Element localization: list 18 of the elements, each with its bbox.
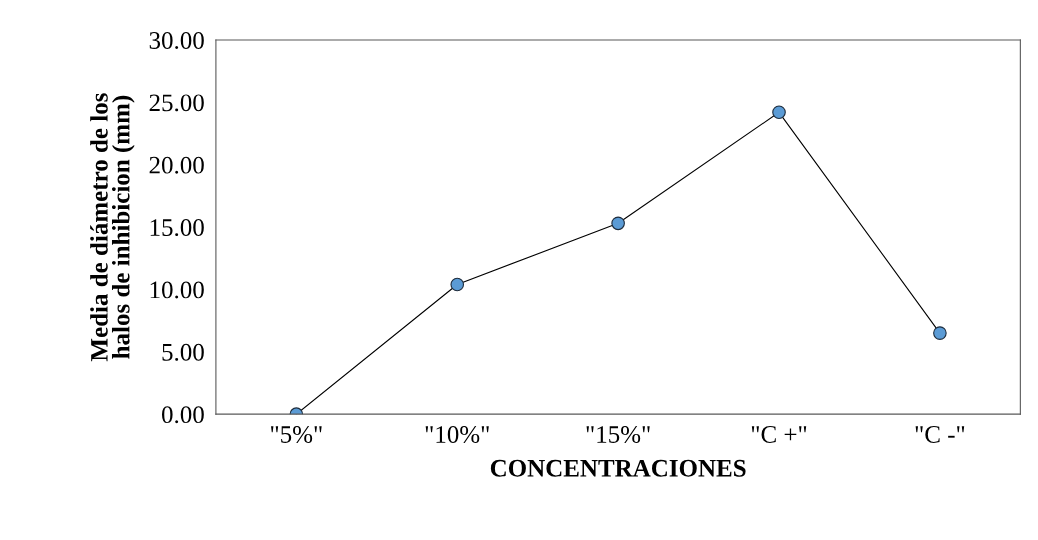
y-tick-label: 25.00: [149, 94, 204, 112]
x-tick-label: "15%": [586, 426, 650, 443]
point: [611, 216, 625, 231]
x-axis-title: CONCENTRACIONES: [490, 459, 746, 477]
y-tick-label: 15.00: [150, 219, 204, 237]
point: [450, 277, 465, 292]
y-tick-label: 0.00: [162, 406, 204, 424]
x-tick-label: "C -": [915, 426, 965, 443]
x-tick-label: "C +": [751, 426, 807, 443]
y-axis-title: Media de diámetro de los halos de inhibicion (mm): [90, 93, 135, 362]
y-tick-label: 30.00: [149, 32, 204, 49]
y-tick-label: 10.00: [150, 281, 204, 299]
point: [772, 105, 786, 120]
point: [933, 326, 947, 340]
x-tick-label: "5%": [271, 426, 322, 443]
y-tick-label: 5.00: [162, 343, 204, 361]
x-tick-label: "10%": [425, 426, 489, 443]
y-tick-label: 20.00: [149, 156, 204, 174]
